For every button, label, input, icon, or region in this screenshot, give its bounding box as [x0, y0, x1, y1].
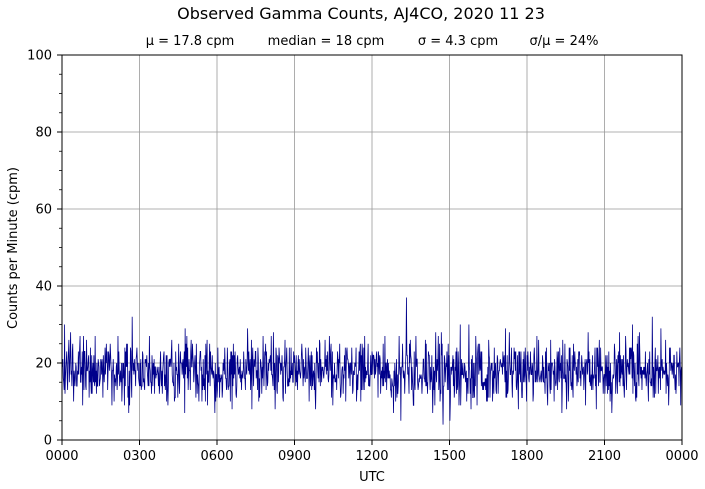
chart-title: Observed Gamma Counts, AJ4CO, 2020 11 23 — [177, 4, 545, 23]
grid-lines — [62, 55, 682, 440]
x-tick-label: 1800 — [510, 449, 543, 464]
x-tick-label: 0000 — [45, 449, 78, 464]
stat-mean: μ = 17.8 cpm — [146, 34, 235, 49]
x-axis-ticks: 0000 0300 0600 0900 1200 1500 1800 2100 0000 — [45, 440, 699, 464]
stat-cv: σ/μ = 24% — [530, 34, 599, 49]
x-tick-label: 0000 — [665, 449, 698, 464]
stat-sigma: σ = 4.3 cpm — [418, 34, 498, 49]
y-tick-label: 0 — [44, 434, 52, 449]
y-axis-label: Counts per Minute (cpm) — [6, 167, 21, 329]
gamma-count-series-line — [61, 297, 682, 425]
x-tick-label: 1500 — [433, 449, 466, 464]
x-tick-label: 1200 — [355, 449, 388, 464]
series-layer — [61, 297, 682, 425]
x-axis-label: UTC — [359, 470, 385, 485]
y-axis-ticks: 0 20 40 60 80 100 — [27, 49, 62, 449]
stat-median: median = 18 cpm — [268, 34, 385, 49]
y-tick-label: 80 — [35, 126, 52, 141]
y-tick-label: 20 — [35, 357, 52, 372]
x-tick-label: 2100 — [588, 449, 621, 464]
y-tick-label: 100 — [27, 49, 52, 64]
y-tick-label: 40 — [35, 280, 52, 295]
x-tick-label: 0600 — [200, 449, 233, 464]
stats-subtitle: μ = 17.8 cpm median = 18 cpm σ = 4.3 cpm… — [146, 34, 599, 49]
y-tick-label: 60 — [35, 203, 52, 218]
x-tick-label: 0300 — [123, 449, 156, 464]
x-tick-label: 0900 — [278, 449, 311, 464]
